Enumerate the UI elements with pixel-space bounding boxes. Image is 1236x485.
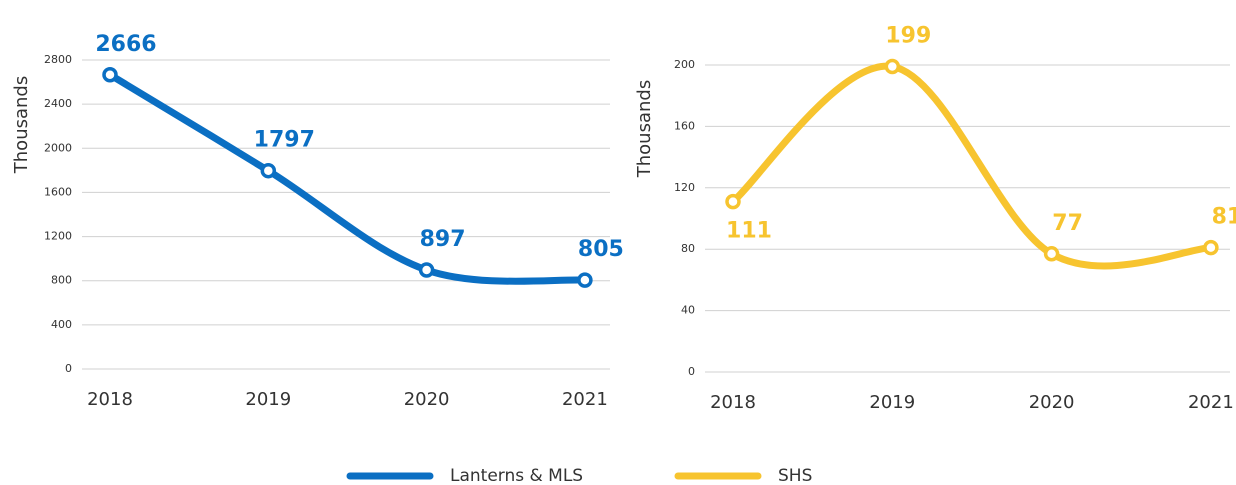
- y-tick-label: 160: [674, 119, 695, 132]
- y-tick-label: 80: [681, 242, 695, 255]
- x-tick-label: 2018: [710, 392, 756, 413]
- y-tick-label: 1200: [44, 230, 72, 243]
- legend-label: Lanterns & MLS: [450, 466, 583, 485]
- y-tick-label: 40: [681, 304, 695, 317]
- data-label: 1797: [254, 128, 315, 153]
- data-point: [577, 272, 593, 288]
- data-label: 199: [885, 24, 931, 49]
- y-tick-label: 0: [65, 362, 72, 375]
- data-point: [725, 193, 741, 210]
- x-tick-label: 2021: [1188, 392, 1234, 413]
- x-tick-label: 2020: [1029, 392, 1075, 413]
- y-tick-label: 2800: [44, 53, 72, 66]
- data-label: 77: [1052, 211, 1083, 236]
- data-label: 2666: [95, 32, 156, 57]
- data-point: [1043, 246, 1060, 262]
- x-tick-label: 2019: [869, 392, 915, 413]
- x-tick-label: 2021: [562, 389, 608, 410]
- y-tick-label: 2400: [44, 97, 72, 110]
- data-point: [884, 58, 901, 75]
- series-line: [729, 62, 1215, 270]
- y-axis-title: Thousands: [11, 76, 32, 174]
- data-label: 805: [578, 237, 624, 262]
- data-label: 81: [1212, 205, 1236, 230]
- y-tick-label: 1600: [44, 185, 72, 198]
- y-tick-label: 0: [688, 365, 695, 378]
- y-tick-label: 200: [674, 58, 695, 71]
- x-tick-label: 2018: [87, 389, 133, 410]
- data-point: [260, 162, 277, 179]
- legend-label: SHS: [778, 466, 812, 485]
- y-tick-label: 800: [51, 274, 72, 287]
- x-tick-label: 2019: [245, 389, 291, 410]
- data-point: [102, 67, 118, 83]
- y-tick-label: 400: [51, 318, 72, 331]
- data-label: 897: [420, 227, 466, 252]
- data-point: [1203, 239, 1219, 256]
- y-tick-label: 120: [674, 181, 695, 194]
- y-tick-label: 2000: [44, 141, 72, 154]
- data-point: [418, 262, 435, 278]
- data-label: 111: [726, 219, 772, 244]
- y-axis-title: Thousands: [634, 80, 655, 178]
- x-tick-label: 2020: [404, 389, 450, 410]
- series-line: [106, 71, 589, 285]
